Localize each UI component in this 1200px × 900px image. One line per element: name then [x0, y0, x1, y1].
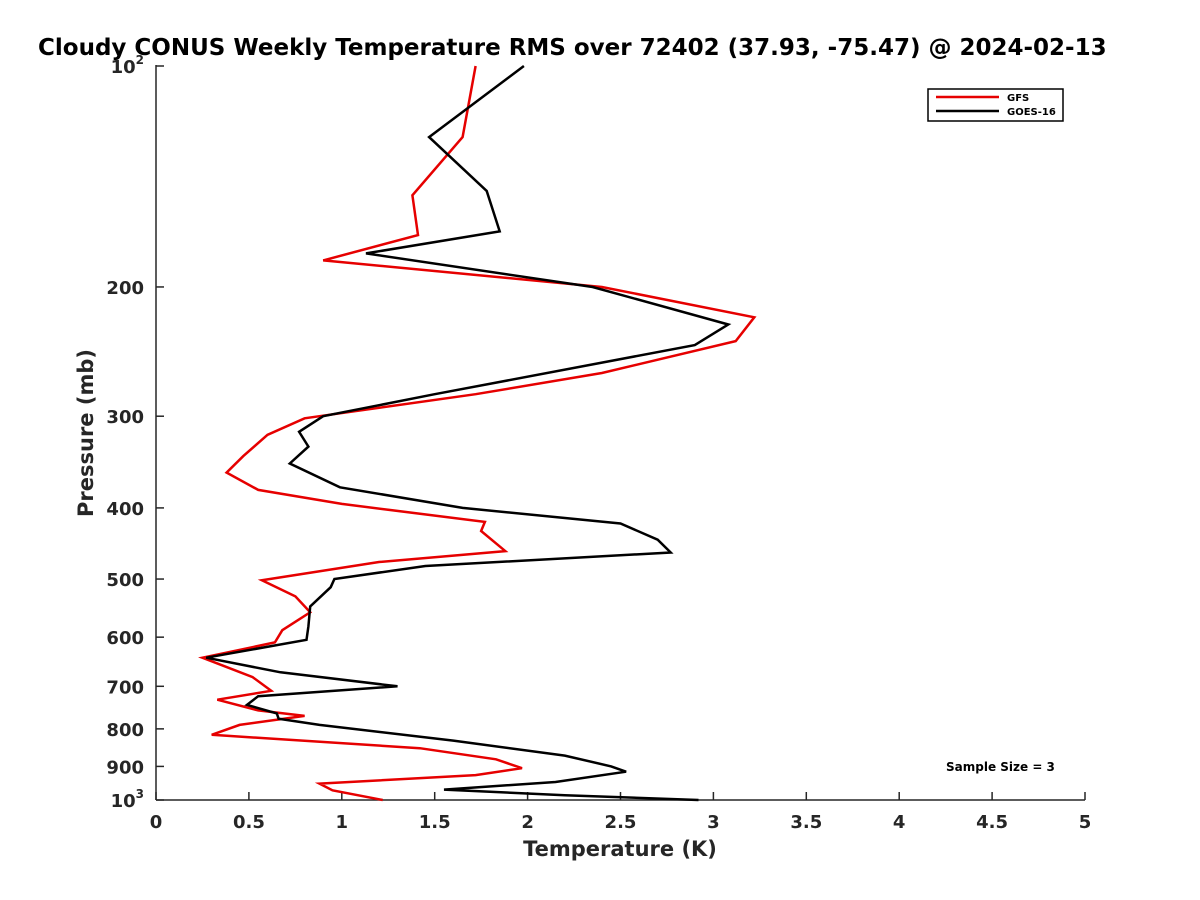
- legend-label-goes16: GOES-16: [1007, 107, 1056, 118]
- x-tick-label: 1: [336, 812, 349, 833]
- y-tick-label: 300: [106, 407, 144, 428]
- x-tick-label: 5: [1079, 812, 1092, 833]
- legend: GFS GOES-16: [927, 88, 1064, 122]
- legend-label-gfs: GFS: [1007, 93, 1029, 104]
- series-line-goes16: [205, 64, 732, 802]
- x-axis-label: Temperature (K): [523, 837, 717, 861]
- y-tick-label: 900: [106, 757, 144, 778]
- sample-size-annotation: Sample Size = 3: [946, 760, 1055, 774]
- x-tick-label: 4: [893, 812, 906, 833]
- y-tick-label: 600: [106, 628, 144, 649]
- y-tick-label: 102: [111, 53, 144, 78]
- y-tick-label: 700: [106, 677, 144, 698]
- plot-area: 0 0.5 1 1.5 2 2.5 3 3.5 4 4.5 5 102 200 300 400 500 600 7…: [106, 53, 1091, 833]
- x-tick-label: 2.5: [605, 812, 637, 833]
- x-tick-label: 0: [150, 812, 163, 833]
- y-tick-label: 400: [106, 499, 144, 520]
- y-tick-label: 103: [111, 787, 144, 812]
- x-tick-label: 3: [707, 812, 720, 833]
- x-tick-label: 4.5: [976, 812, 1008, 833]
- x-tick-label: 1.5: [419, 812, 451, 833]
- series-line-gfs: [198, 65, 757, 802]
- chart-title: Cloudy CONUS Weekly Temperature RMS over…: [38, 35, 1107, 61]
- legend-box: [927, 88, 1064, 122]
- x-tick-label: 0.5: [233, 812, 265, 833]
- x-tick-label: 2: [521, 812, 534, 833]
- y-tick-label: 500: [106, 570, 144, 591]
- y-tick-label: 200: [106, 278, 144, 299]
- y-tick-label: 800: [106, 720, 144, 741]
- y-axis-label: Pressure (mb): [74, 349, 98, 517]
- x-tick-label: 3.5: [790, 812, 822, 833]
